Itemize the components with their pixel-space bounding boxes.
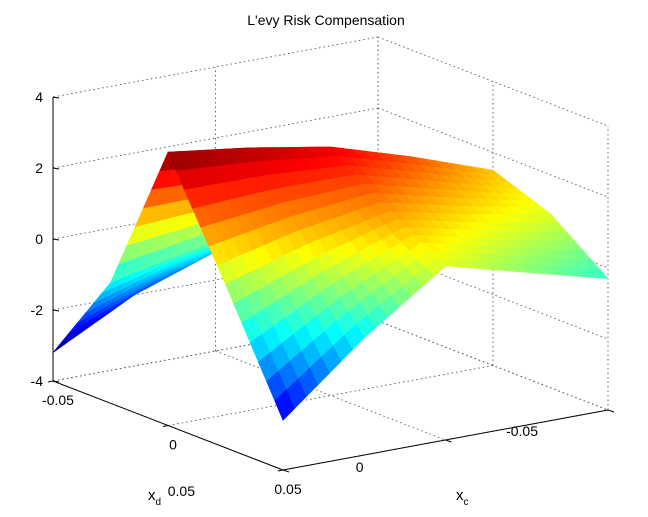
- surface-patch: [274, 389, 295, 421]
- y-tick: [445, 439, 452, 443]
- z-tick-label: 2: [35, 160, 43, 176]
- x-tick: [162, 425, 169, 427]
- grid-line: [377, 320, 609, 411]
- chart-title: L'evy Risk Compensation: [247, 12, 405, 28]
- grid-line: [52, 36, 379, 98]
- y-tick-label: -0.05: [506, 423, 538, 439]
- grid-line: [377, 36, 609, 127]
- x-tick-label: 0: [169, 437, 177, 453]
- z-tick-label: -4: [31, 373, 44, 389]
- y-tick: [282, 469, 290, 473]
- y-tick: [607, 409, 615, 413]
- surface-patch: [52, 334, 74, 353]
- y-axis-label: xd: [148, 487, 161, 508]
- grid-line: [52, 107, 379, 169]
- tick-labels: -4 -2 0 2 4 -0.05 0 0.05 -0.05 0 0.05: [31, 89, 539, 499]
- x-tick: [277, 469, 284, 472]
- grid-line: [377, 107, 609, 198]
- x-axis-label: xc: [456, 487, 469, 508]
- grid-line: [215, 350, 446, 441]
- surface-mesh: [52, 146, 609, 421]
- z-tick: [52, 309, 60, 312]
- y-tick-label: 0: [356, 459, 364, 475]
- z-tick: [52, 96, 60, 99]
- y-tick-label: 0.05: [168, 483, 195, 499]
- x-tick: [47, 380, 54, 383]
- z-tick-label: 0: [35, 231, 43, 247]
- grid-line: [167, 365, 494, 426]
- x-tick-label: -0.05: [42, 392, 74, 408]
- plot-box-axes: [47, 96, 615, 473]
- z-tick: [52, 238, 60, 241]
- z-tick-label: 4: [35, 89, 43, 105]
- z-tick-label: -2: [31, 302, 44, 318]
- z-tick: [52, 380, 60, 383]
- z-tick: [52, 167, 60, 170]
- x-tick-label: 0.05: [274, 481, 301, 497]
